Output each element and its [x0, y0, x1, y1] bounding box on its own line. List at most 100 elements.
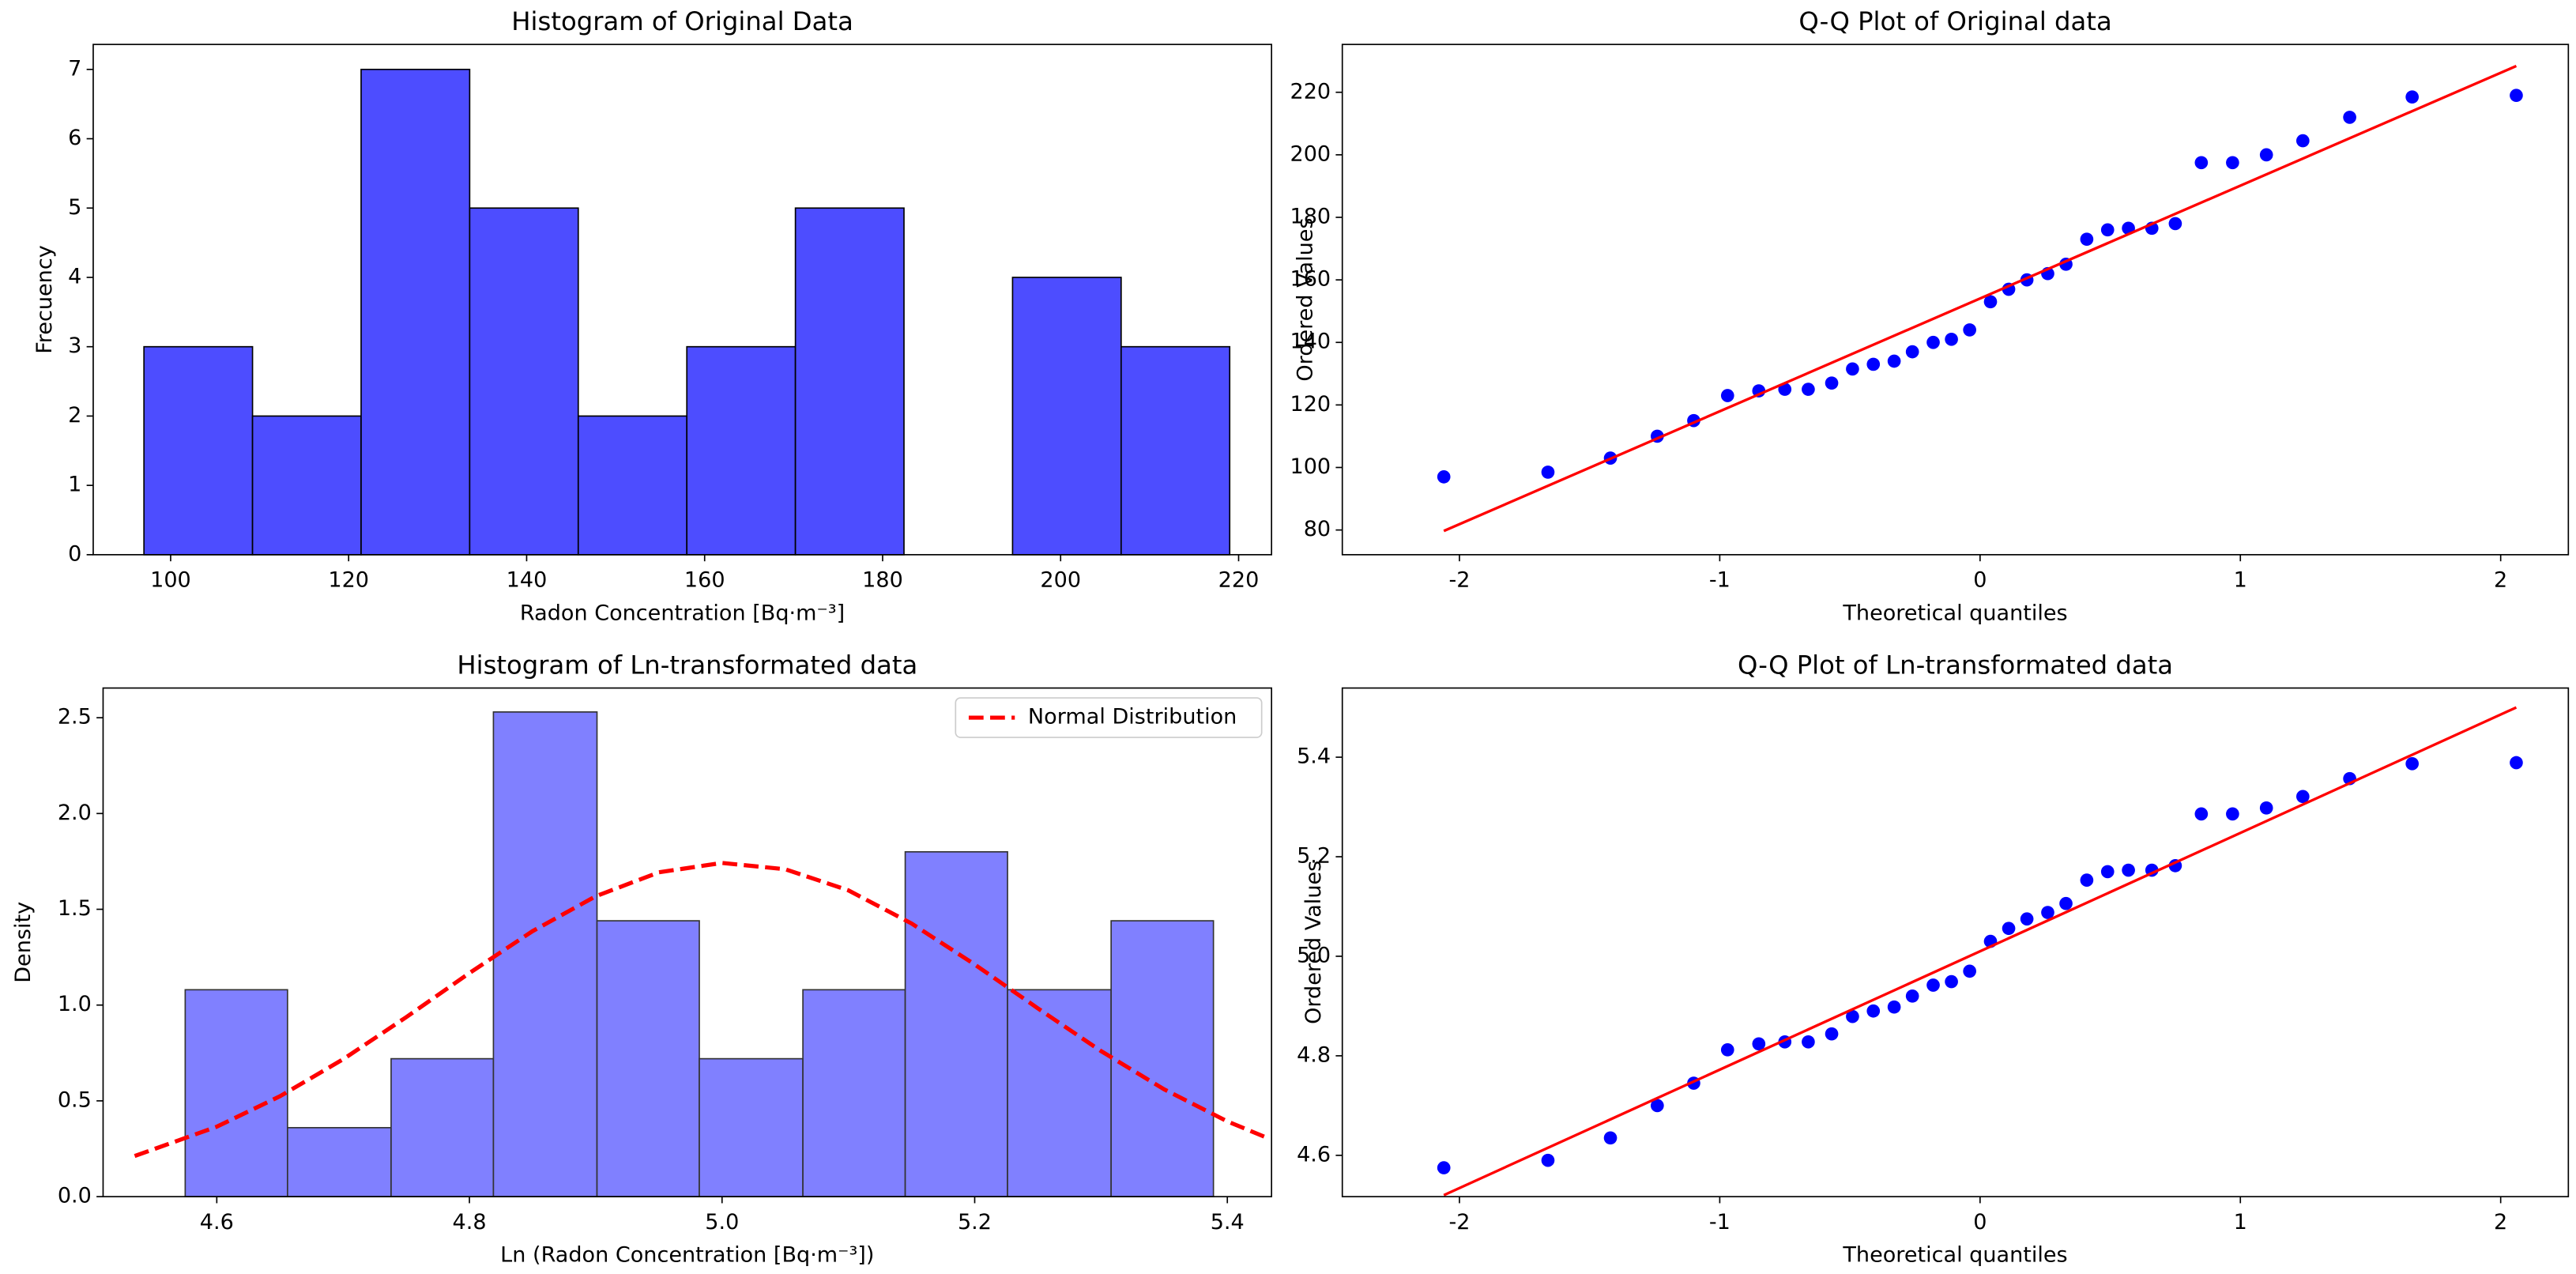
x-tick-label: 5.0 [705, 1210, 739, 1234]
y-tick-label: 1.5 [58, 896, 92, 921]
x-tick-label: 220 [1218, 568, 1260, 593]
x-tick-label: 4.8 [453, 1210, 487, 1234]
qq-point [1963, 323, 1976, 337]
y-axis-label: Frecuency [32, 245, 57, 354]
x-tick-label: -2 [1448, 568, 1470, 593]
qq-point [2295, 790, 2310, 804]
qq-point [2405, 756, 2420, 771]
x-axis-label: Theoretical quantiles [1842, 601, 2067, 625]
qq-point [1651, 1099, 1664, 1113]
chart-title: Q-Q Plot of Original data [1798, 6, 2111, 36]
y-tick-label: 5.2 [1297, 844, 1331, 869]
x-tick-label: 1 [2234, 568, 2247, 593]
x-tick-label: 160 [684, 568, 725, 593]
y-tick-label: 6 [68, 126, 81, 150]
y-tick-label: 2 [68, 403, 81, 428]
fit-line [1443, 706, 2518, 1197]
qq-point [1945, 332, 1958, 346]
x-tick-label: 120 [328, 568, 369, 593]
y-tick-label: 2.0 [58, 801, 92, 825]
y-tick-label: 160 [1290, 267, 1331, 292]
qq-point [1720, 389, 1734, 402]
chart-title: Histogram of Ln-transformated data [457, 650, 917, 680]
qq-point [2194, 156, 2209, 170]
qq-point [2226, 156, 2239, 170]
x-tick-label: -1 [1709, 568, 1731, 593]
x-tick-label: 5.2 [958, 1210, 992, 1234]
x-tick-label: 100 [150, 568, 191, 593]
qq-point [1541, 466, 1555, 479]
qq-point [2020, 912, 2034, 926]
y-tick-label: 180 [1290, 205, 1331, 229]
x-tick-label: -1 [1709, 1210, 1731, 1234]
x-tick-label: 0 [1973, 568, 1987, 593]
histogram-bar [686, 345, 797, 556]
histogram-bar [287, 1127, 392, 1197]
histogram-bar [143, 345, 254, 556]
x-tick-label: 200 [1040, 568, 1081, 593]
qq-point [1983, 295, 1998, 309]
y-tick-label: 5 [68, 195, 81, 220]
histogram-bar [596, 920, 700, 1197]
qq-point [1887, 354, 1901, 368]
y-tick-label: 4.6 [1297, 1142, 1331, 1167]
density-curve [134, 861, 1267, 1159]
qq-point [1778, 383, 1792, 396]
y-axis-label: Ordered Values [1293, 217, 1317, 381]
qq-point [1720, 1043, 1734, 1057]
qq-point [2002, 922, 2016, 936]
qq-point [1541, 1153, 1555, 1167]
histogram-bar [904, 850, 1008, 1197]
histogram-bar [469, 207, 579, 556]
y-tick-label: 100 [1290, 454, 1331, 479]
qq-point [1825, 376, 1839, 390]
qq-point [1866, 1004, 1881, 1018]
qq-point [2100, 865, 2115, 879]
fit-line [1443, 65, 2518, 533]
qq-point [1905, 345, 1919, 359]
qq-point [2295, 134, 2310, 148]
y-tick-label: 2.5 [58, 705, 92, 729]
y-axis-label: Ordered Values [1301, 861, 1326, 1024]
histogram-bar [699, 1057, 804, 1197]
qq-point [2405, 90, 2420, 104]
y-tick-label: 0.0 [58, 1184, 92, 1208]
qq-point [1846, 1009, 1859, 1023]
qq-point [2226, 807, 2239, 821]
histogram-bar [802, 989, 906, 1197]
qq-point [1802, 383, 1815, 396]
y-tick-label: 7 [68, 56, 81, 81]
x-tick-label: 2 [2494, 568, 2507, 593]
axes-frame [102, 687, 1273, 1197]
qq-point [2100, 223, 2115, 237]
histogram-bar [251, 415, 362, 556]
histogram-bar [577, 415, 688, 556]
qq-point [1926, 335, 1940, 349]
x-tick-label: 180 [862, 568, 903, 593]
y-tick-label: 0 [68, 541, 81, 566]
histogram-bar [1110, 920, 1215, 1197]
qq-point [1825, 1027, 1839, 1041]
qq-point [2122, 863, 2135, 877]
y-tick-label: 0.5 [58, 1087, 92, 1112]
y-tick-label: 140 [1290, 330, 1331, 354]
x-tick-label: 140 [507, 568, 548, 593]
qq-point [2259, 801, 2273, 815]
histogram-bar [1007, 989, 1112, 1197]
x-tick-label: 4.6 [200, 1210, 234, 1234]
y-tick-label: 1 [68, 473, 81, 497]
axes-frame [1341, 687, 2570, 1197]
histogram-bar [794, 207, 905, 556]
y-tick-label: 3 [68, 334, 81, 358]
qq-point [1887, 1000, 1901, 1014]
qq-point [1437, 470, 1451, 484]
legend-label: Normal Distribution [1028, 705, 1237, 729]
x-axis-label: Theoretical quantiles [1842, 1243, 2067, 1268]
qq-point [2343, 111, 2356, 124]
y-tick-label: 220 [1290, 79, 1331, 104]
y-axis-label: Density [11, 902, 36, 983]
chart-title: Q-Q Plot of Ln-transformated data [1738, 650, 2173, 680]
qq-point [2080, 873, 2094, 887]
qq-point [1945, 974, 1958, 989]
